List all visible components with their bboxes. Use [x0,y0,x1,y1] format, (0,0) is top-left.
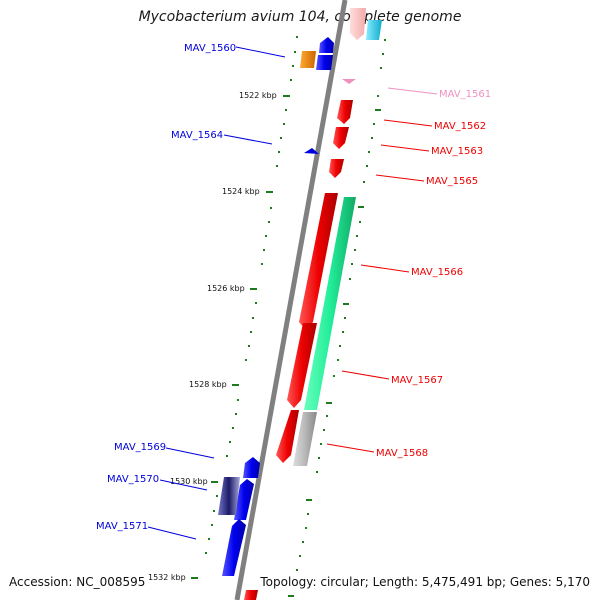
gene-mav-1570-arrow[interactable] [234,479,254,520]
gene-mav-1560-arrow[interactable] [319,37,334,53]
gene-mav-1565[interactable] [329,159,344,178]
genome-backbone [234,0,348,600]
gene-mav-1566-rna[interactable] [304,197,356,410]
label-mav-1560[interactable]: MAV_1560 [184,43,236,54]
gene-mav-1569[interactable] [243,457,260,478]
label-mav-1570[interactable]: MAV_1570 [107,474,159,485]
kbp-label-1532: 1532 kbp [148,573,186,582]
label-mav-1564[interactable]: MAV_1564 [171,130,223,141]
label-mav-1561[interactable]: MAV_1561 [439,89,491,100]
gene-mav-1566[interactable] [299,193,338,330]
label-mav-1565[interactable]: MAV_1565 [426,176,478,187]
inner-ruler [191,36,298,579]
gene-mav-1568-grey[interactable] [293,412,317,466]
label-mav-1569[interactable]: MAV_1569 [114,442,166,453]
gene-mav-1567[interactable] [287,323,317,408]
kbp-label-1522: 1522 kbp [239,91,277,100]
kbp-label-1524: 1524 kbp [222,187,260,196]
outer-ruler [288,39,386,597]
gene-mav-1563[interactable] [333,127,349,149]
leader-lines [147,46,438,540]
label-mav-1568[interactable]: MAV_1568 [376,448,428,459]
gene-mav-1571[interactable] [222,519,246,576]
gene-top-cyan[interactable] [366,20,382,40]
gene-mav-1568[interactable] [276,410,299,463]
label-mav-1571[interactable]: MAV_1571 [96,521,148,532]
gene-mav-1570-box[interactable] [218,477,240,515]
gene-mav-1560-orange[interactable] [300,51,316,68]
gene-mav-1564[interactable] [304,148,319,154]
kbp-label-1528: 1528 kbp [189,380,227,389]
label-mav-1562[interactable]: MAV_1562 [434,121,486,132]
label-mav-1566[interactable]: MAV_1566 [411,267,463,278]
accession-text: Accession: NC_008595 [9,575,146,589]
topology-text: Topology: circular; Length: 5,475,491 bp… [260,575,590,589]
gene-mav-1561[interactable] [342,79,356,84]
kbp-label-1530: 1530 kbp [170,477,208,486]
label-mav-1563[interactable]: MAV_1563 [431,146,483,157]
gene-top-pink[interactable] [350,8,366,40]
gene-bottom-red[interactable] [244,590,258,600]
label-mav-1567[interactable]: MAV_1567 [391,375,443,386]
gene-mav-1560-box[interactable] [316,55,333,70]
gene-mav-1562[interactable] [337,100,353,124]
kbp-label-1526: 1526 kbp [207,284,245,293]
